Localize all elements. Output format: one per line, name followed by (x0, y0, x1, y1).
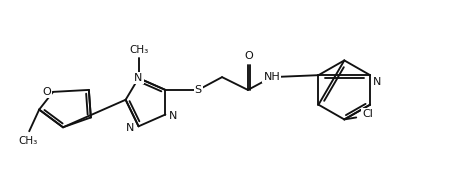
Text: N: N (126, 123, 134, 133)
Text: N: N (170, 112, 178, 122)
Text: O: O (244, 51, 253, 61)
Text: NH: NH (263, 72, 280, 82)
Text: CH₃: CH₃ (129, 46, 148, 55)
Text: Cl: Cl (362, 108, 373, 118)
Text: CH₃: CH₃ (18, 136, 38, 146)
Text: N: N (373, 77, 382, 87)
Text: S: S (195, 85, 202, 95)
Text: N: N (134, 73, 143, 83)
Text: O: O (43, 87, 51, 97)
